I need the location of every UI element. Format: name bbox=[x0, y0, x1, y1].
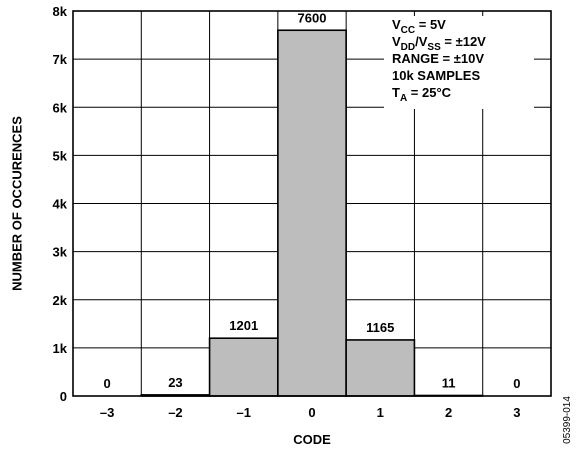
y-tick-label: 3k bbox=[53, 245, 68, 260]
plot-frame bbox=[72, 10, 552, 397]
data-label: 1201 bbox=[229, 318, 258, 333]
figure-id: 05399-014 bbox=[562, 396, 573, 444]
data-label: 11 bbox=[442, 375, 456, 390]
annotation-subscript: DD bbox=[401, 42, 415, 53]
annotation-segment: V bbox=[392, 17, 401, 32]
data-label: 0 bbox=[104, 376, 111, 391]
y-tick-label: 2k bbox=[53, 293, 68, 308]
x-tick-label: 1 bbox=[377, 405, 384, 420]
annotation-subscript: A bbox=[400, 93, 407, 104]
annotation-segment: = 25°C bbox=[407, 85, 451, 100]
y-tick-label: 8k bbox=[53, 4, 68, 19]
annotation-segment: 10k SAMPLES bbox=[392, 68, 480, 83]
x-tick-label: –3 bbox=[100, 405, 114, 420]
x-tick-label: 3 bbox=[513, 405, 520, 420]
plot-border bbox=[72, 10, 552, 397]
annotation-line: TA = 25°C bbox=[392, 85, 452, 104]
bar bbox=[208, 337, 279, 397]
annotation-line: RANGE = ±10V bbox=[392, 51, 484, 66]
bar bbox=[345, 339, 416, 397]
annotation-background bbox=[384, 16, 534, 109]
bar bbox=[277, 29, 347, 397]
data-label: 23 bbox=[168, 375, 182, 390]
bars bbox=[140, 29, 484, 397]
annotation-segment: T bbox=[392, 85, 400, 100]
data-label: 1165 bbox=[366, 320, 394, 335]
y-tick-label: 1k bbox=[53, 341, 68, 356]
x-tick-label: 2 bbox=[445, 405, 452, 420]
annotation-line: VDD/VSS = ±12V bbox=[392, 34, 486, 53]
annotation-line: 10k SAMPLES bbox=[392, 68, 480, 83]
x-tick-label: –1 bbox=[236, 405, 250, 420]
y-tick-label: 6k bbox=[53, 100, 68, 115]
x-axis-title: CODE bbox=[293, 432, 331, 447]
annotation-segment: V bbox=[392, 34, 401, 49]
annotation-subscript: SS bbox=[427, 42, 441, 53]
y-tick-label: 7k bbox=[53, 52, 68, 67]
annotation-segment: /V bbox=[415, 34, 428, 49]
annotation-segment: = ±12V bbox=[441, 34, 486, 49]
y-tick-label: 5k bbox=[53, 148, 68, 163]
annotation-subscript: CC bbox=[401, 25, 415, 36]
y-axis-title: NUMBER OF OCCURENCES bbox=[9, 116, 24, 291]
y-tick-label: 0 bbox=[60, 389, 67, 404]
x-tick-label: –2 bbox=[168, 405, 182, 420]
y-tick-label: 4k bbox=[53, 197, 68, 212]
annotation-line: VCC = 5V bbox=[392, 17, 446, 36]
annotation-segment: RANGE = ±10V bbox=[392, 51, 484, 66]
x-tick-label: 0 bbox=[308, 405, 315, 420]
annotation-segment: = 5V bbox=[415, 17, 446, 32]
data-label: 0 bbox=[513, 376, 520, 391]
data-label: 7600 bbox=[298, 10, 327, 25]
